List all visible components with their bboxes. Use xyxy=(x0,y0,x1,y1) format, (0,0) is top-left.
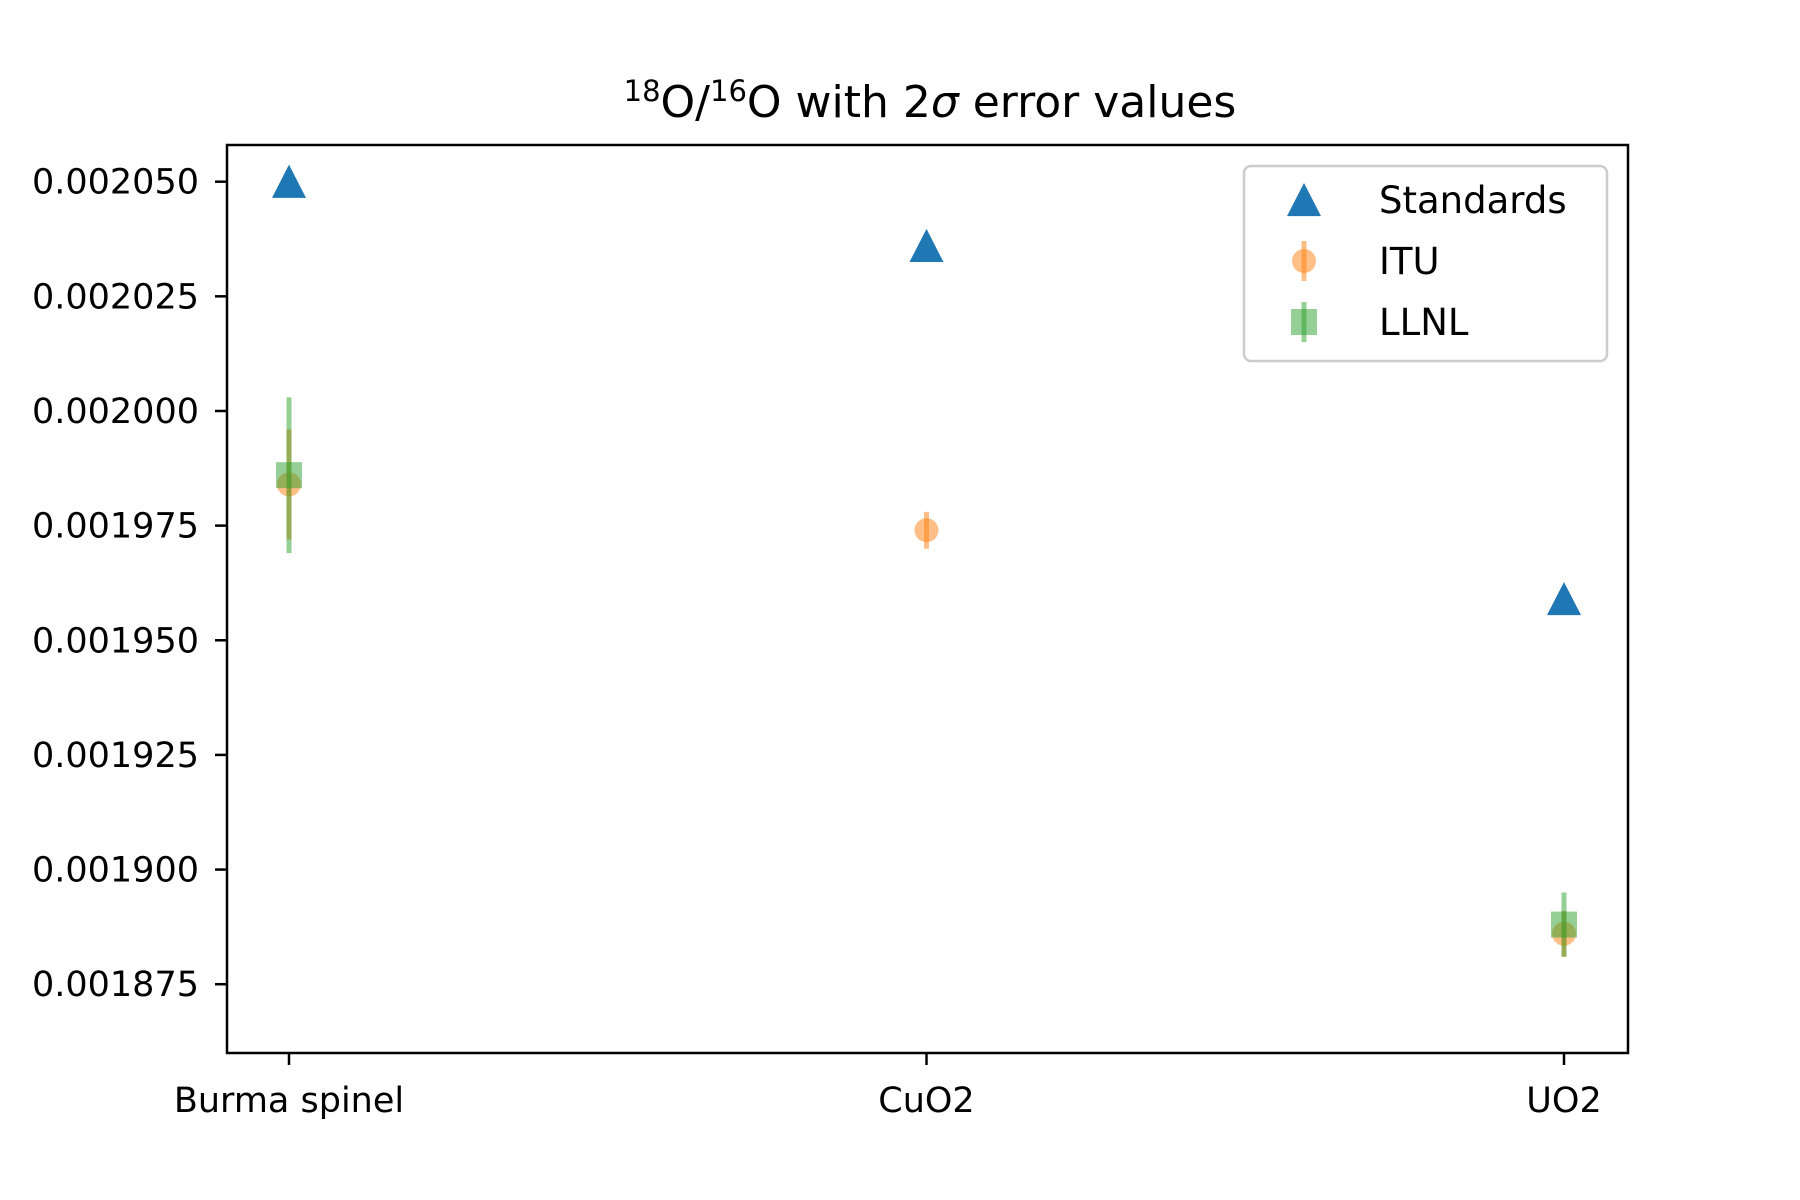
title-sigma: σ xyxy=(931,77,960,128)
title-part-error-values: error values xyxy=(959,77,1237,128)
legend-label-llnl: LLNL xyxy=(1379,301,1469,344)
point-llnl-2 xyxy=(1551,911,1577,938)
x-tick-label-1: CuO2 xyxy=(878,1081,974,1121)
point-itu-1 xyxy=(914,518,939,543)
point-standards-1 xyxy=(909,228,944,263)
title-part-oxygen: O/ xyxy=(661,77,711,128)
legend-marker-itu xyxy=(1292,249,1316,273)
y-tick-label-2: 0.001925 xyxy=(32,736,199,776)
y-tick-label-3: 0.001950 xyxy=(32,621,199,661)
x-tick-label-2: UO2 xyxy=(1526,1081,1601,1121)
legend-box xyxy=(1242,164,1609,363)
plot-area xyxy=(272,164,1581,957)
y-tick-label-1: 0.001900 xyxy=(32,851,199,891)
legend-marker-standards xyxy=(1287,183,1321,217)
legend-label-itu: ITU xyxy=(1379,240,1440,283)
y-tick-label-5: 0.002000 xyxy=(32,392,199,432)
axes: 0.001875 0.001900 0.001925 0.001950 0.001975… xyxy=(32,143,1630,1121)
y-tick-label-0: 0.001875 xyxy=(32,965,199,1005)
legend: Standards ITU LLNL xyxy=(1242,164,1609,363)
title-superscript-18: 18 xyxy=(624,74,661,108)
y-tick-label-7: 0.002050 xyxy=(32,163,199,203)
point-standards-2 xyxy=(1547,582,1581,616)
x-tick-label-0: Burma spinel xyxy=(174,1081,404,1121)
point-llnl-0 xyxy=(276,462,302,489)
y-tick-label-6: 0.002025 xyxy=(32,277,199,317)
point-standards-0 xyxy=(272,164,306,198)
y-tick-label-4: 0.001975 xyxy=(32,507,199,547)
chart-title: 18O/16O with 2σ error values xyxy=(624,74,1237,128)
title-superscript-16: 16 xyxy=(710,74,747,108)
legend-label-standards: Standards xyxy=(1379,179,1567,222)
legend-marker-llnl xyxy=(1291,309,1317,335)
title-part-with: O with 2 xyxy=(747,77,931,128)
